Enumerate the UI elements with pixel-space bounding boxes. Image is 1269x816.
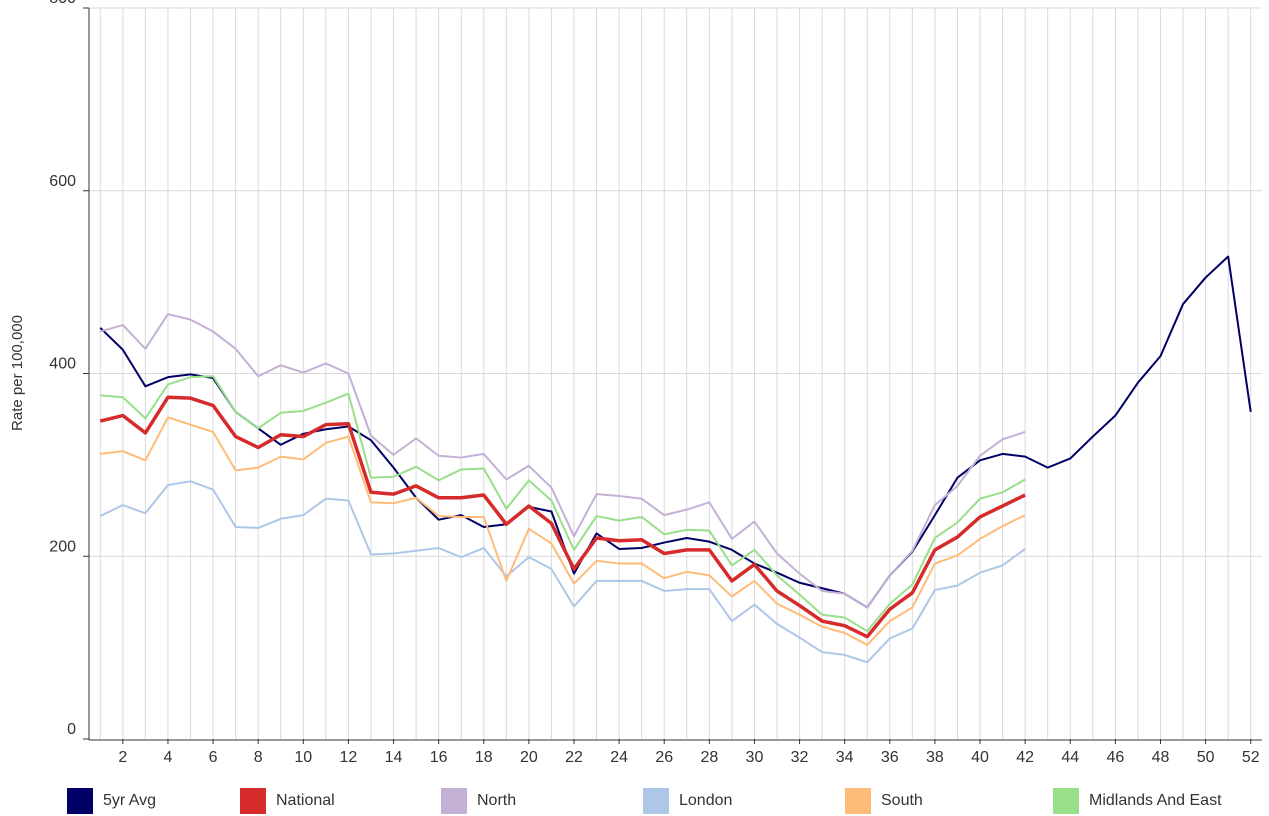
y-tick-label: 400	[49, 356, 76, 373]
x-tick-label: 12	[340, 749, 358, 766]
legend-label: National	[276, 792, 335, 809]
legend-swatch	[67, 788, 93, 814]
x-tick-label: 36	[881, 749, 899, 766]
x-tick-label: 22	[565, 749, 583, 766]
x-tick-label: 48	[1152, 749, 1170, 766]
series-line	[99, 395, 1026, 639]
x-tick-label: 24	[610, 749, 628, 766]
y-tick-label: 0	[67, 721, 76, 738]
series-line	[99, 480, 1026, 664]
x-tick-label: 20	[520, 749, 538, 766]
x-tick-label: 50	[1197, 749, 1215, 766]
legend-swatch	[1053, 788, 1079, 814]
x-tick-label: 40	[971, 749, 989, 766]
x-tick-label: 2	[118, 749, 127, 766]
x-tick-label: 32	[791, 749, 809, 766]
y-tick-label: 800	[49, 0, 76, 7]
legend-swatch	[845, 788, 871, 814]
x-tick-label: 14	[385, 749, 403, 766]
series-line	[100, 375, 1026, 633]
x-tick-label: 6	[209, 749, 218, 766]
x-tick-label: 16	[430, 749, 448, 766]
legend-label: North	[477, 792, 516, 809]
x-tick-label: 34	[836, 749, 854, 766]
x-tick-label: 38	[926, 749, 944, 766]
series-line	[100, 313, 1026, 609]
x-tick-label: 30	[746, 749, 764, 766]
legend-label: London	[679, 792, 732, 809]
legend-swatch	[441, 788, 467, 814]
x-tick-label: 10	[294, 749, 312, 766]
x-tick-label: 52	[1242, 749, 1260, 766]
series-line	[99, 255, 1252, 609]
series-line	[100, 416, 1026, 646]
y-axis-label: Rate per 100,000	[9, 315, 26, 431]
legend-swatch	[240, 788, 266, 814]
x-tick-label: 28	[700, 749, 718, 766]
x-tick-label: 42	[1016, 749, 1034, 766]
legend-swatch	[643, 788, 669, 814]
x-tick-label: 46	[1106, 749, 1124, 766]
legend-label: South	[881, 792, 923, 809]
legend-label: Midlands And East	[1089, 792, 1222, 809]
x-tick-label: 26	[655, 749, 673, 766]
y-tick-label: 200	[49, 538, 76, 555]
x-tick-label: 44	[1061, 749, 1079, 766]
x-tick-label: 8	[254, 749, 263, 766]
legend-label: 5yr Avg	[103, 792, 156, 809]
x-tick-label: 18	[475, 749, 493, 766]
y-tick-label: 600	[49, 173, 76, 190]
x-tick-label: 4	[163, 749, 172, 766]
